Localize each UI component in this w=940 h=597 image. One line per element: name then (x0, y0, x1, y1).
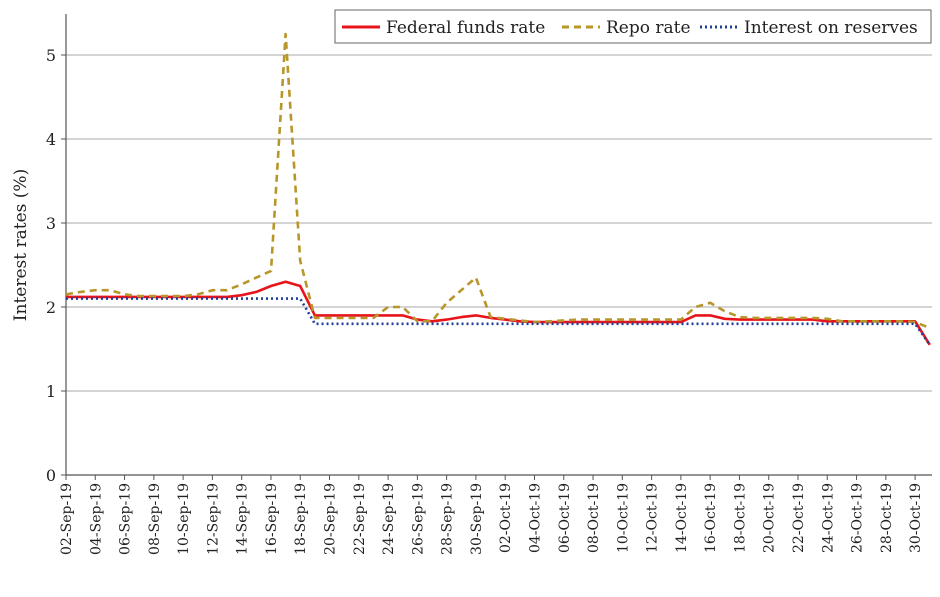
x-tick-label: 18-Sep-19 (293, 483, 309, 555)
series-lines (65, 32, 931, 346)
x-tick-label: 04-Oct-19 (527, 483, 543, 553)
x-tick-label: 28-Sep-19 (440, 483, 456, 555)
y-tick-label: 2 (46, 298, 56, 317)
x-tick-label: 12-Sep-19 (205, 483, 221, 555)
x-tick-label: 04-Sep-19 (88, 483, 104, 555)
x-tick-label: 26-Sep-19 (410, 483, 426, 555)
y-axis-label: Interest rates (%) (11, 169, 31, 321)
x-tick-label: 20-Sep-19 (323, 483, 339, 555)
series-line-repo-rate (65, 32, 931, 330)
x-tick-label: 28-Oct-19 (879, 483, 895, 553)
x-tick-label: 10-Oct-19 (615, 483, 631, 553)
x-tick-label: 16-Sep-19 (264, 483, 280, 555)
x-tick-label: 18-Oct-19 (732, 483, 748, 553)
x-tick-label: 02-Sep-19 (59, 483, 75, 555)
series-line-federal-funds-rate (66, 280, 931, 346)
legend-box (334, 9, 932, 44)
x-tick-label: 26-Oct-19 (850, 483, 866, 553)
y-tick-label: 5 (46, 46, 56, 65)
x-tick-label: 12-Oct-19 (645, 483, 661, 553)
legend-label-ior: Interest on reserves (744, 18, 918, 38)
legend: Federal funds rate Repo rate Interest on… (334, 9, 932, 44)
x-tick-label: 08-Oct-19 (586, 483, 602, 553)
series-line-interest-on-reserves (66, 297, 931, 346)
x-tick-label: 02-Oct-19 (498, 483, 514, 553)
x-tick-label: 30-Sep-19 (469, 483, 485, 555)
x-tick-label: 16-Oct-19 (703, 483, 719, 553)
x-tick-label: 20-Oct-19 (762, 483, 778, 553)
x-tick-label: 08-Sep-19 (147, 483, 163, 555)
x-tick-label: 22-Oct-19 (791, 483, 807, 553)
gridlines (66, 54, 932, 392)
x-tick-label: 14-Sep-19 (235, 483, 251, 555)
legend-label-fed-funds: Federal funds rate (386, 18, 545, 38)
y-tick-label: 3 (46, 214, 56, 233)
x-tick-label: 22-Sep-19 (352, 483, 368, 555)
x-tick-label: 30-Oct-19 (908, 483, 924, 553)
y-tick-label: 4 (46, 130, 56, 149)
y-axis-ticks: 0 1 2 3 4 5 (46, 46, 66, 485)
x-tick-label: 06-Oct-19 (557, 483, 573, 553)
y-tick-label: 1 (46, 382, 56, 401)
x-tick-label: 06-Sep-19 (118, 483, 134, 555)
x-axis-ticks: 02-Sep-19 04-Sep-19 06-Sep-19 08-Sep-19 10-S… (59, 475, 924, 555)
legend-label-repo: Repo rate (606, 18, 691, 38)
y-tick-label: 0 (46, 466, 56, 485)
x-tick-label: 24-Oct-19 (820, 483, 836, 553)
x-tick-label: 14-Oct-19 (674, 483, 690, 553)
x-tick-label: 24-Sep-19 (381, 483, 397, 555)
x-tick-label: 10-Sep-19 (176, 483, 192, 555)
